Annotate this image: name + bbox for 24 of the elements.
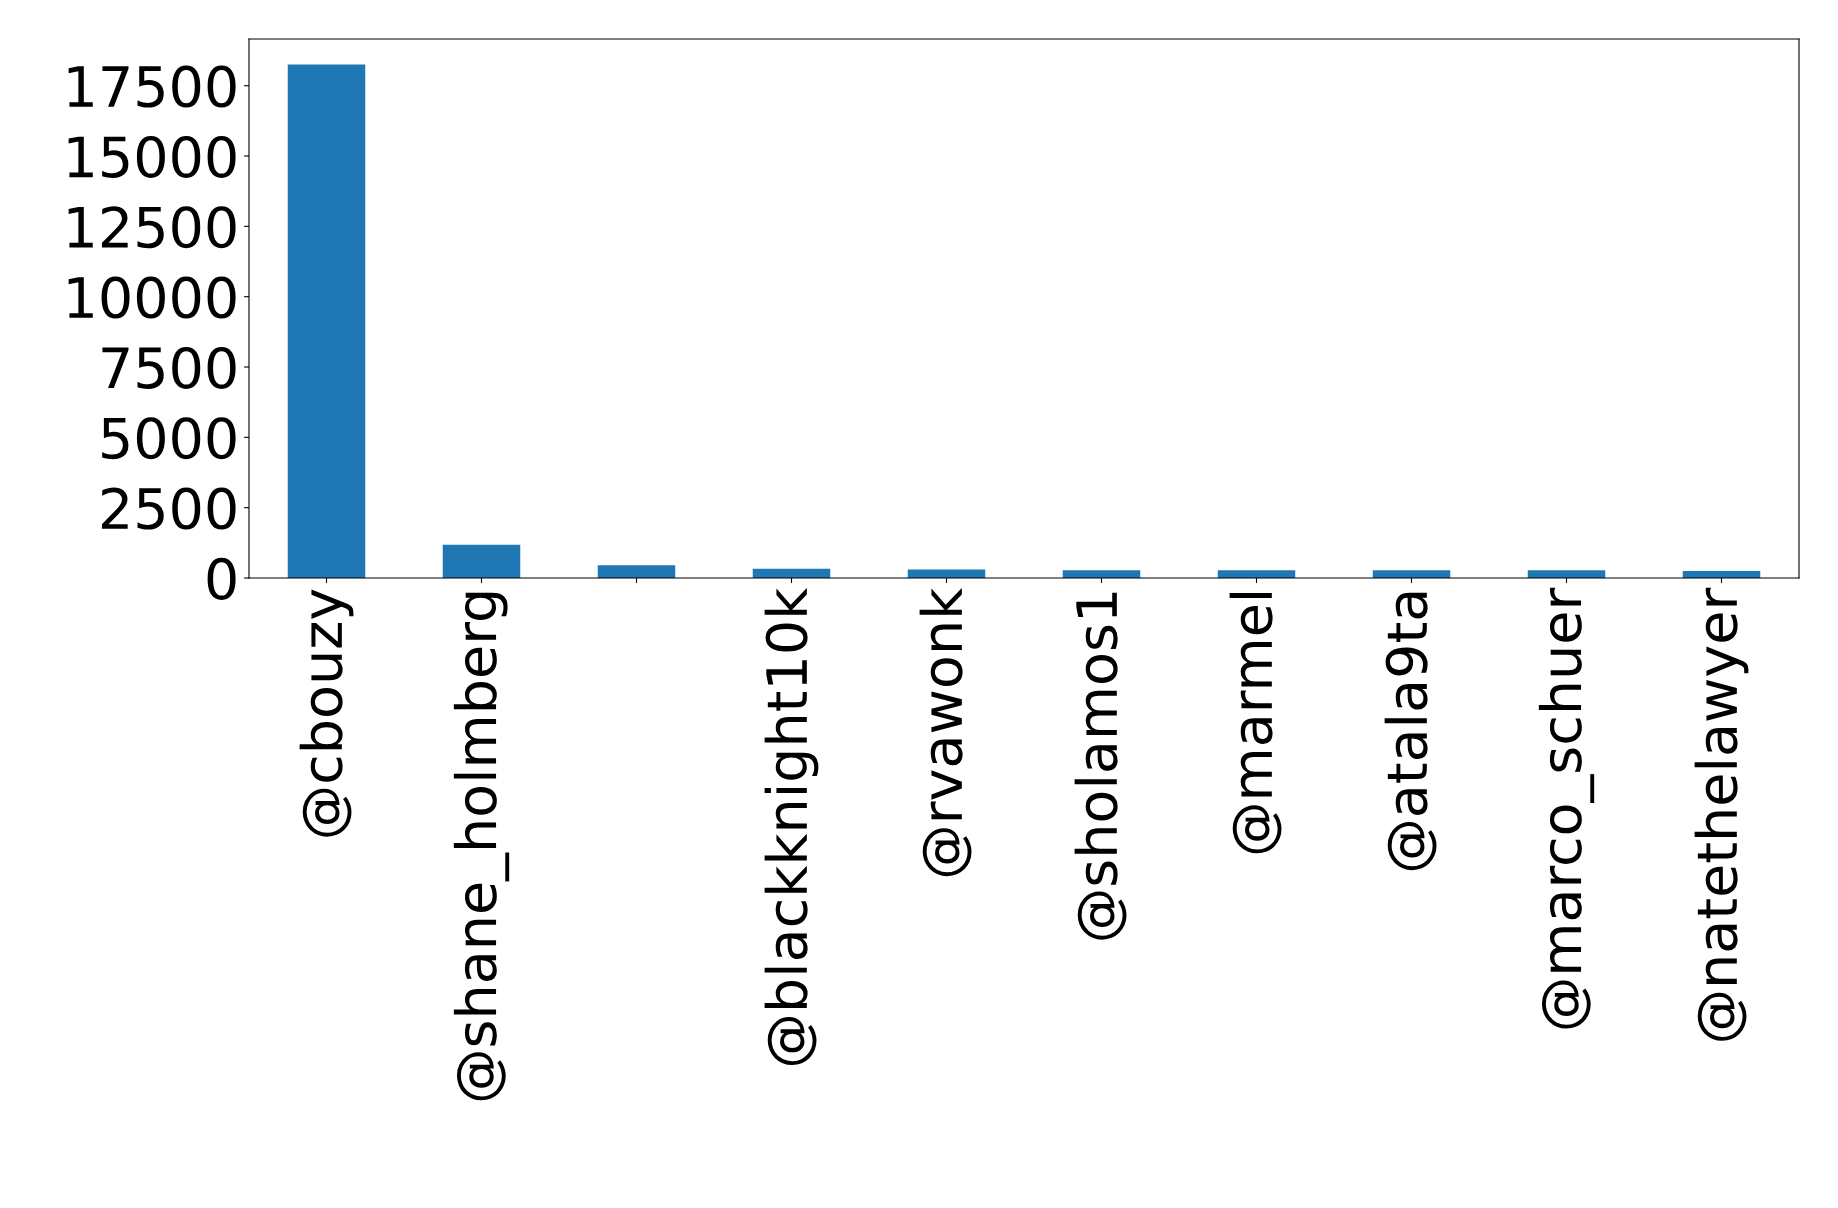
y-tick-label: 10000 — [68, 276, 236, 319]
x-tick-label: @sholamos1 — [1074, 592, 1127, 940]
bar — [287, 64, 366, 578]
x-tick-label: @blackknight10k — [764, 587, 819, 1066]
bar — [1217, 570, 1296, 578]
x-tick-label: @rvawonk — [919, 587, 972, 877]
x-tick-label: @cbouzy — [299, 589, 354, 837]
y-tick-label: 0 — [207, 557, 236, 600]
x-tick-label: @marco_schuer — [1538, 587, 1595, 1029]
bar — [442, 544, 521, 578]
x-tick-label: @shane_holmberg — [453, 592, 510, 1101]
y-tick-label: 12500 — [68, 206, 236, 249]
y-tick-label: 15000 — [68, 135, 236, 178]
y-tick-label: 5000 — [102, 417, 236, 460]
y-tick-label: 7500 — [102, 346, 236, 389]
x-tick-label: @atala9ta — [1384, 592, 1437, 871]
bar — [1062, 570, 1141, 578]
y-tick-label: 2500 — [101, 487, 236, 530]
x-tick-label: @natethelawyer — [1694, 587, 1749, 1041]
x-tick-label: @marmel — [1229, 592, 1282, 854]
bar — [1527, 570, 1606, 578]
y-tick-label: 17500 — [68, 65, 236, 108]
bar — [597, 565, 676, 578]
bar — [1372, 570, 1451, 578]
